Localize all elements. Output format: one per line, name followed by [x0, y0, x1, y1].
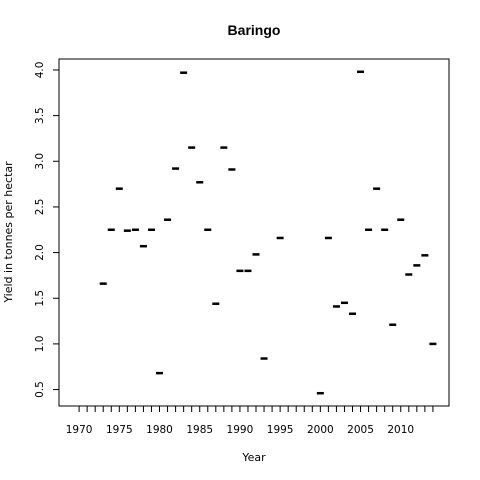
y-tick-label: 4.0: [34, 62, 46, 79]
y-axis-label: Yield in tonnes per hectar: [2, 161, 15, 304]
x-tick-label: 1980: [146, 424, 173, 436]
y-tick-label: 2.5: [34, 199, 46, 216]
x-tick-label: 1975: [106, 424, 133, 436]
x-tick-label: 2005: [347, 424, 374, 436]
chart-title: Baringo: [228, 22, 281, 38]
plot-frame: [58, 58, 450, 407]
y-axis: 0.5 1.0 1.5 2.0 2.5 3.0 3.5 4.0: [34, 62, 59, 398]
y-tick-label: 2.0: [34, 244, 46, 261]
x-tick-label: 1995: [267, 424, 294, 436]
y-tick-label: 1.5: [34, 290, 46, 307]
y-tick-label: 0.5: [34, 381, 46, 398]
y-tick-label: 3.0: [34, 153, 46, 170]
y-tick-label: 3.5: [34, 107, 46, 124]
x-tick-label: 1990: [227, 424, 254, 436]
x-tick-label: 1985: [186, 424, 213, 436]
x-tick-label: 2010: [387, 424, 414, 436]
y-tick-label: 1.0: [34, 336, 46, 353]
data-points: [99, 70, 437, 395]
x-axis: 1970 1975 1980 1985 1990 1995 2000 2005 2010: [66, 406, 434, 436]
x-axis-label: Year: [241, 451, 266, 464]
x-tick-label: 2000: [307, 424, 334, 436]
x-tick-label: 1970: [66, 424, 93, 436]
